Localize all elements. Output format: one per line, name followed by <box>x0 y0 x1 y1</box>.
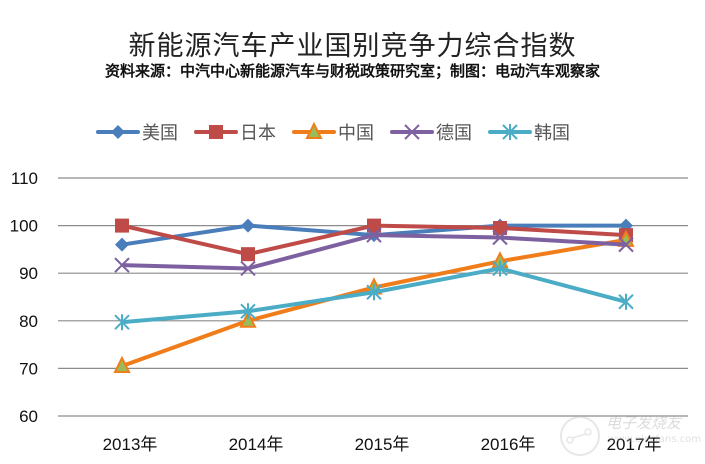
data-point <box>618 293 634 310</box>
legend-label: 德国 <box>436 123 472 144</box>
legend-marker <box>209 125 223 139</box>
data-point <box>241 247 255 262</box>
legend-label: 韩国 <box>534 123 570 144</box>
legend-item: 日本 <box>194 119 276 145</box>
data-point <box>493 220 507 235</box>
watermark: 电子发烧友 www.elecfans.com <box>556 410 704 460</box>
legend-swatch-icon <box>96 125 140 139</box>
series-4 <box>114 260 634 331</box>
data-point <box>240 260 256 277</box>
watermark-url: www.elecfans.com <box>608 434 702 445</box>
y-tick-label: 80 <box>19 312 38 331</box>
data-point <box>367 218 381 233</box>
legend-label: 日本 <box>240 123 276 144</box>
y-tick-label: 100 <box>10 217 38 236</box>
x-tick-label: 2017年 <box>607 435 662 454</box>
legend-label: 中国 <box>338 123 374 144</box>
data-point <box>239 310 257 328</box>
watermark-logo-icon <box>560 416 600 456</box>
series-line <box>121 237 627 368</box>
data-point <box>114 257 130 273</box>
data-point <box>241 218 255 233</box>
data-point <box>492 260 508 277</box>
data-point <box>115 237 129 252</box>
y-tick-label: 90 <box>19 264 38 283</box>
data-point <box>114 314 130 331</box>
data-point <box>618 236 634 253</box>
chart-subtitle: 资料来源：中汽中心新能源汽车与财税政策研究室；制图：电动汽车观察家 <box>104 62 600 80</box>
y-tick-label: 110 <box>11 169 38 188</box>
y-tick-label: 70 <box>19 359 38 378</box>
legend-item: 美国 <box>96 119 178 145</box>
legend-item: 德国 <box>390 119 472 145</box>
legend-label: 美国 <box>142 123 178 144</box>
data-point <box>492 229 508 246</box>
data-point <box>113 355 131 374</box>
legend-marker <box>305 122 323 139</box>
y-tick-label: 60 <box>19 407 38 426</box>
legend-swatch-icon <box>488 124 532 140</box>
legend: 美国 日本 中国 德国 韩国 <box>96 120 586 144</box>
data-point <box>366 227 382 243</box>
x-tick-label: 2015年 <box>355 435 410 454</box>
legend-swatch-icon <box>390 124 434 140</box>
legend-marker <box>502 124 518 140</box>
data-point <box>115 218 129 233</box>
data-point <box>240 303 256 320</box>
series-2 <box>113 229 635 374</box>
legend-item: 韩国 <box>488 119 570 145</box>
legend-marker <box>111 125 125 139</box>
data-point <box>366 284 382 301</box>
x-tick-label: 2016年 <box>481 435 536 454</box>
legend-swatch-icon <box>292 122 336 139</box>
legend-swatch-icon <box>194 125 238 139</box>
chart-title: 新能源汽车产业国别竞争力综合指数 <box>128 31 577 62</box>
legend-item: 中国 <box>292 119 374 145</box>
x-tick-label: 2013年 <box>103 435 158 454</box>
series-1 <box>115 218 633 262</box>
legend-marker <box>404 124 420 140</box>
x-tick-label: 2014年 <box>229 435 284 454</box>
series-3 <box>114 227 634 277</box>
watermark-text: 电子发烧友 <box>606 414 682 432</box>
